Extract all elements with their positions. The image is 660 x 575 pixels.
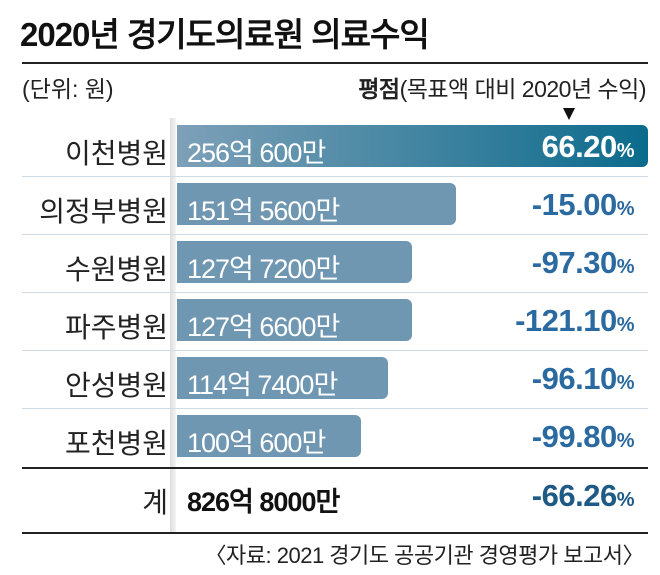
percent-sign: % [616,372,635,394]
score-header-bold: 평점 [358,76,400,102]
bar-row: 안성병원 114억 7400만 -96.10% [0,350,660,410]
bar-row: 포천병원 100억 600만 -99.80% [0,408,660,468]
percent-sign: % [616,430,635,452]
row-separator [22,408,648,409]
row-separator [22,234,648,235]
score-value: -96.10 [531,361,617,396]
score-label: 66.20% [541,129,635,165]
score-value: -15.00 [531,187,617,222]
bar-row: 의정부병원 151억 5600만 -15.00% [0,176,660,236]
score-value: -121.10 [515,303,617,338]
bar [177,357,388,399]
unit-label: (단위: 원) [22,76,114,102]
total-score: -66.26% [531,478,635,514]
bar-value-label: 127억 7200만 [187,254,340,284]
score-header: 평점(목표액 대비 2020년 수익) [358,70,646,104]
score-value: -99.80 [531,419,617,454]
percent-sign: % [616,198,635,220]
percent-sign: % [616,489,635,511]
source-note: 〈자료: 2021 경기도 공공기관 경영평가 보고서〉 [204,543,645,568]
bar-row: 파주병원 127억 6600만 -121.10% [0,292,660,352]
bar-value-label: 127억 6600만 [187,312,340,342]
hospital-name: 안성병원 [64,370,168,401]
bar [177,183,456,225]
percent-sign: % [616,140,635,162]
bar [177,241,412,283]
hospital-name: 파주병원 [64,312,168,343]
score-value: 66.20 [541,129,618,164]
bar-row: 수원병원 127억 7200만 -97.30% [0,234,660,294]
hospital-name: 포천병원 [64,428,168,459]
percent-sign: % [616,256,635,278]
chart-title: 2020년 경기도의료원 의료수익 [20,16,430,53]
bar-value-label: 100억 600만 [187,428,326,458]
total-rule [22,467,648,469]
total-label: 계 [142,487,168,518]
bar-row: 이천병원 256억 600만 66.20% [0,118,660,178]
hospital-name: 수원병원 [64,254,168,285]
score-label: -99.80% [531,419,635,455]
row-separator [22,350,648,351]
bottom-rule [22,532,648,534]
percent-sign: % [616,314,635,336]
score-value: -97.30 [531,245,617,280]
column-shadow [170,118,176,534]
total-score-value: -66.26 [531,478,617,513]
bar [177,125,648,167]
total-row: 계 826억 8000만 -66.26% [0,467,660,527]
bar-value-label: 114억 7400만 [187,370,338,400]
top-rule [22,62,648,64]
hospital-name: 이천병원 [64,138,168,169]
bar-value-label: 151억 5600만 [187,196,340,226]
row-separator [22,176,648,177]
score-label: -97.30% [531,245,635,281]
pointer-arrow-icon [563,108,575,120]
row-separator [22,292,648,293]
score-header-desc: (목표액 대비 2020년 수익) [399,76,647,102]
hospital-name: 의정부병원 [39,196,168,227]
bar [177,415,361,457]
score-label: -96.10% [531,361,635,397]
score-label: -15.00% [531,187,635,223]
total-amount: 826억 8000만 [187,487,340,517]
bar-value-label: 256억 600만 [187,138,326,168]
bar [177,299,412,341]
score-label: -121.10% [515,303,634,339]
